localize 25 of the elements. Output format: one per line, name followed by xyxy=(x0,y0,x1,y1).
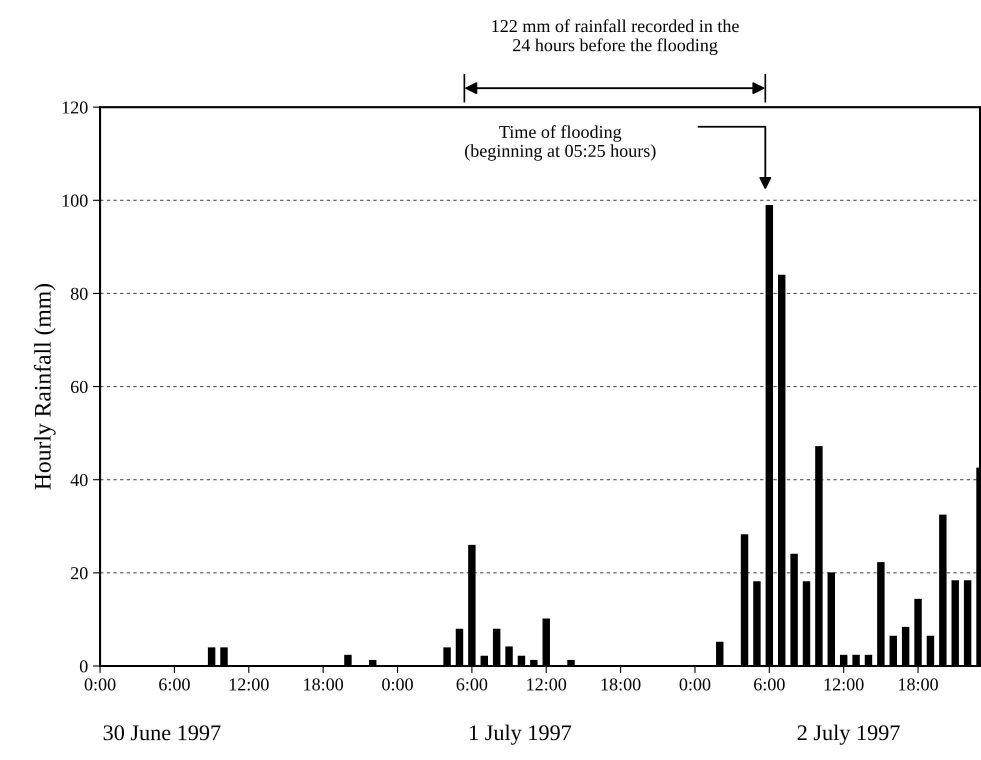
y-tick-label: 0 xyxy=(80,660,88,672)
x-tick-label: 6:00 xyxy=(754,678,785,691)
text: 122 mm of rainfall recorded in the 24 hours before the flooding xyxy=(492,19,739,55)
x-tick-label: 18:00 xyxy=(899,678,938,691)
y-tick-label: 20 xyxy=(70,567,88,580)
y-tick-label: 60 xyxy=(70,380,88,394)
x-tick-label: 12:00 xyxy=(527,678,566,691)
y-tick-label: 40 xyxy=(70,474,88,486)
text: 1 July 1997 xyxy=(470,724,572,745)
text: 2 July 1997 xyxy=(798,724,900,745)
y-tick-label: 120 xyxy=(62,101,88,114)
y-tick-label: 80 xyxy=(70,288,88,300)
annotation: Time of flooding (beginning at 05:25 hours) xyxy=(465,125,656,161)
x-tick-label: 0:00 xyxy=(680,678,710,691)
text: 30 June 1997 xyxy=(104,725,220,740)
x-tick-label: 6:00 xyxy=(456,678,488,691)
y-axis-title: Hourly Rainfall (mm) xyxy=(34,284,56,490)
x-tick-label: 0:00 xyxy=(84,678,116,691)
x-tick-label: 0:00 xyxy=(382,678,413,691)
x-tick-label: 6:00 xyxy=(159,678,190,691)
y-tick-label: 100 xyxy=(62,194,88,207)
x-tick-label: 12:00 xyxy=(230,678,269,691)
x-tick-label: 18:00 xyxy=(304,678,344,691)
x-tick-label: 12:00 xyxy=(824,678,864,691)
x-tick-label: 18:00 xyxy=(602,678,640,691)
